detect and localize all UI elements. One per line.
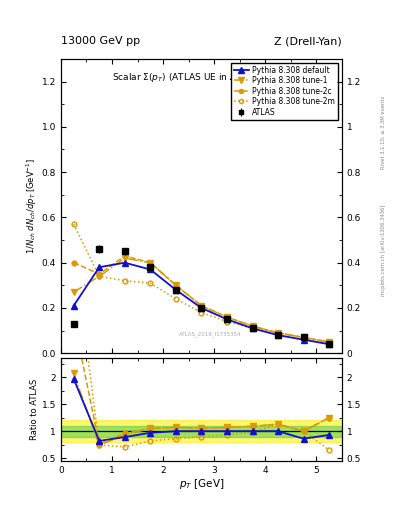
Pythia 8.308 default [199,305,204,311]
Text: Rivet 3.1.10, ≥ 3.3M events: Rivet 3.1.10, ≥ 3.3M events [381,96,386,169]
Text: ATLAS_2019_I1735354: ATLAS_2019_I1735354 [178,331,241,337]
Pythia 8.308 tune-2c [301,334,306,340]
Bar [61,426,342,437]
Pythia 8.308 tune-1 [199,303,204,309]
Pythia 8.308 tune-2m [123,278,127,284]
Pythia 8.308 tune-2c [250,323,255,329]
Pythia 8.308 tune-2m [148,280,152,286]
Line: Pythia 8.308 tune-2m: Pythia 8.308 tune-2m [71,222,332,347]
Y-axis label: Ratio to ATLAS: Ratio to ATLAS [30,379,39,440]
Pythia 8.308 tune-1 [225,314,230,320]
Text: 13000 GeV pp: 13000 GeV pp [61,36,140,46]
Pythia 8.308 default [225,316,230,323]
Pythia 8.308 tune-2c [199,303,204,309]
Pythia 8.308 tune-1 [123,255,127,261]
Line: Pythia 8.308 default: Pythia 8.308 default [71,260,332,347]
Text: Z (Drell-Yan): Z (Drell-Yan) [274,36,342,46]
Pythia 8.308 tune-2m [199,309,204,315]
Line: Pythia 8.308 tune-1: Pythia 8.308 tune-1 [71,255,332,345]
Pythia 8.308 default [97,264,101,270]
Y-axis label: $1/N_{ch}\; dN_{ch}/dp_T\;[\mathrm{GeV}^{-1}]$: $1/N_{ch}\; dN_{ch}/dp_T\;[\mathrm{GeV}^… [24,158,39,254]
Pythia 8.308 tune-2c [174,282,178,288]
Pythia 8.308 tune-2c [72,260,76,266]
Pythia 8.308 tune-2m [276,330,281,336]
Pythia 8.308 tune-1 [72,289,76,295]
Pythia 8.308 default [72,303,76,309]
Pythia 8.308 tune-2m [225,318,230,325]
Pythia 8.308 default [250,325,255,331]
Legend: Pythia 8.308 default, Pythia 8.308 tune-1, Pythia 8.308 tune-2c, Pythia 8.308 tu: Pythia 8.308 default, Pythia 8.308 tune-… [231,62,338,120]
Pythia 8.308 default [276,332,281,338]
Line: Pythia 8.308 tune-2c: Pythia 8.308 tune-2c [71,253,332,345]
Pythia 8.308 tune-2m [327,341,332,347]
Pythia 8.308 tune-2m [174,296,178,302]
Pythia 8.308 tune-2m [250,325,255,331]
Pythia 8.308 default [301,336,306,343]
Pythia 8.308 tune-1 [301,334,306,340]
Pythia 8.308 tune-2m [72,221,76,227]
X-axis label: $p_T$ [GeV]: $p_T$ [GeV] [179,477,224,492]
Pythia 8.308 tune-2m [301,334,306,340]
Pythia 8.308 tune-2c [148,260,152,266]
Pythia 8.308 tune-2c [123,253,127,259]
Pythia 8.308 tune-1 [327,339,332,345]
Pythia 8.308 tune-1 [174,282,178,288]
Pythia 8.308 default [174,287,178,293]
Pythia 8.308 default [148,266,152,272]
Pythia 8.308 tune-1 [276,330,281,336]
Pythia 8.308 default [327,341,332,347]
Pythia 8.308 tune-1 [148,260,152,266]
Text: Scalar $\Sigma(p_T)$ (ATLAS UE in $Z$ production): Scalar $\Sigma(p_T)$ (ATLAS UE in $Z$ pr… [112,71,291,83]
Pythia 8.308 tune-2c [327,339,332,345]
Pythia 8.308 tune-2c [276,330,281,336]
Pythia 8.308 tune-2c [97,271,101,277]
Bar [61,420,342,442]
Text: mcplots.cern.ch [arXiv:1306.3436]: mcplots.cern.ch [arXiv:1306.3436] [381,204,386,296]
Pythia 8.308 tune-2c [225,314,230,320]
Pythia 8.308 tune-1 [97,273,101,280]
Pythia 8.308 tune-1 [250,323,255,329]
Pythia 8.308 tune-2m [97,273,101,280]
Pythia 8.308 default [123,260,127,266]
